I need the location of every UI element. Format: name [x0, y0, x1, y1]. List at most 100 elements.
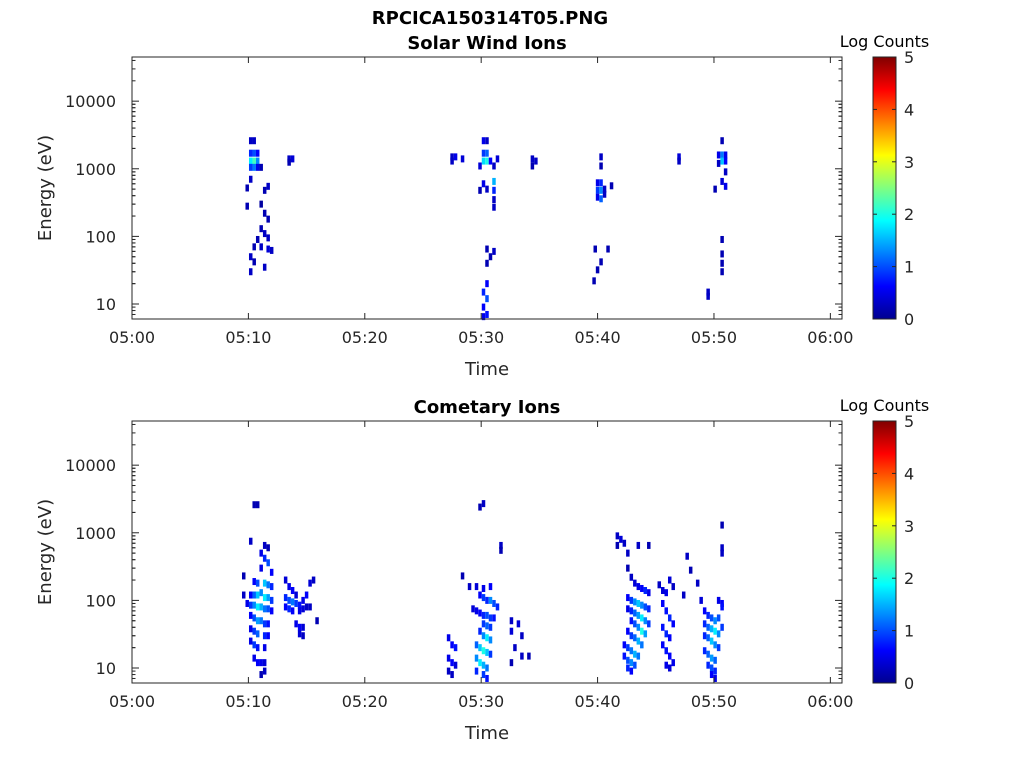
heatmap-cell [266, 594, 270, 602]
heatmap-cell [636, 652, 641, 660]
heatmap-cell [636, 541, 641, 549]
heatmap-cell [716, 630, 721, 638]
x-tick-label: 05:30 [458, 328, 504, 347]
heatmap-cell [629, 617, 634, 625]
heatmap-cell [485, 245, 489, 253]
heatmap-cell [664, 589, 668, 597]
y-tick-label: 10 [96, 295, 116, 314]
heatmap-cell [252, 149, 256, 157]
heatmap-cell [297, 601, 302, 609]
heatmap-cell [259, 617, 263, 625]
heatmap-cell [481, 584, 486, 592]
heatmap-cell [626, 656, 630, 664]
heatmap-cell [255, 603, 260, 611]
heatmap-cell [315, 617, 319, 625]
heatmap-cell [599, 162, 603, 170]
heatmap-cell [259, 659, 263, 667]
heatmap-cell [467, 583, 472, 591]
heatmap-cell [626, 564, 630, 572]
heatmap-cell [262, 605, 267, 613]
heatmap-cell [485, 622, 489, 630]
heatmap-cell [259, 225, 263, 233]
heatmap-cell [702, 632, 707, 640]
heatmap-cell [647, 620, 651, 628]
heatmap-cell [481, 288, 486, 296]
heatmap-cell [481, 661, 486, 669]
heatmap-cell [520, 632, 524, 640]
x-axis-label: Time [464, 723, 509, 744]
panel-title: Solar Wind Ions [407, 33, 566, 54]
heatmap-cell [629, 596, 634, 604]
heatmap-cell [481, 137, 486, 145]
heatmap-cell [255, 157, 260, 165]
heatmap-cell [478, 162, 482, 170]
heatmap-cell [664, 647, 668, 655]
heatmap-cell [713, 185, 717, 193]
heatmap-cell [709, 637, 714, 645]
heatmap-cell [304, 603, 309, 611]
heatmap-cell [595, 179, 600, 187]
heatmap-cell [481, 157, 486, 165]
heatmap-cell [702, 647, 707, 655]
heatmap-cell [283, 594, 288, 602]
heatmap-cell [492, 177, 496, 185]
heatmap-cell [485, 280, 489, 288]
heatmap-cell [664, 661, 668, 669]
colorbar-label: Log Counts [840, 396, 930, 415]
heatmap-cell [259, 243, 263, 251]
heatmap-cell [720, 151, 724, 159]
heatmap-cell [661, 641, 665, 649]
heatmap-cell [453, 644, 458, 652]
heatmap-cell [667, 614, 672, 622]
heatmap-cell [499, 541, 503, 549]
heatmap-cell [720, 235, 724, 243]
heatmap-cell [702, 607, 707, 615]
heatmap-cell [301, 623, 305, 631]
heatmap-cell [723, 151, 728, 159]
heatmap-cell [633, 609, 637, 617]
heatmap-cell [481, 180, 486, 188]
heatmap-cell [640, 641, 644, 649]
heatmap-cell [599, 179, 603, 187]
heatmap-cell [474, 607, 479, 615]
heatmap-cell [248, 157, 253, 165]
heatmap-cell [709, 654, 714, 662]
heatmap-cell [252, 258, 256, 266]
heatmap-cell [294, 599, 298, 607]
heatmap-cell [481, 500, 486, 508]
heatmap-cell [460, 572, 465, 580]
colorbar-tick-label: 2 [904, 205, 914, 224]
figure-title: RPCICA150314T05.PNG [372, 8, 608, 29]
heatmap-cell [592, 277, 596, 285]
heatmap-cell [681, 591, 686, 599]
heatmap-cell [255, 235, 260, 243]
colorbar-tick-label: 3 [904, 517, 914, 536]
heatmap-cell [615, 532, 620, 540]
heatmap-cell [667, 664, 672, 672]
heatmap-cell [622, 641, 627, 649]
heatmap-cell [248, 175, 253, 183]
heatmap-cell [706, 634, 710, 642]
heatmap-cell [706, 661, 710, 669]
heatmap-cell [255, 591, 260, 599]
heatmap-cell [716, 644, 721, 652]
heatmap-cell [599, 186, 603, 194]
heatmap-cell [602, 190, 607, 198]
colorbar-tick-label: 3 [904, 153, 914, 172]
heatmap-cell [266, 234, 270, 242]
colorbar-tick-label: 1 [904, 622, 914, 641]
heatmap-cell [720, 268, 724, 276]
heatmap-cell [699, 596, 703, 604]
heatmap-cell [478, 186, 482, 194]
heatmap-cell [450, 671, 454, 679]
heatmap-cell [595, 193, 600, 201]
heatmap-cell [248, 137, 253, 145]
heatmap-cell [255, 163, 260, 171]
heatmap-cell [713, 656, 717, 664]
heatmap-cell [495, 155, 500, 163]
heatmap-cell [248, 637, 253, 645]
heatmap-cell [474, 583, 479, 591]
x-tick-label: 05:10 [225, 328, 271, 347]
